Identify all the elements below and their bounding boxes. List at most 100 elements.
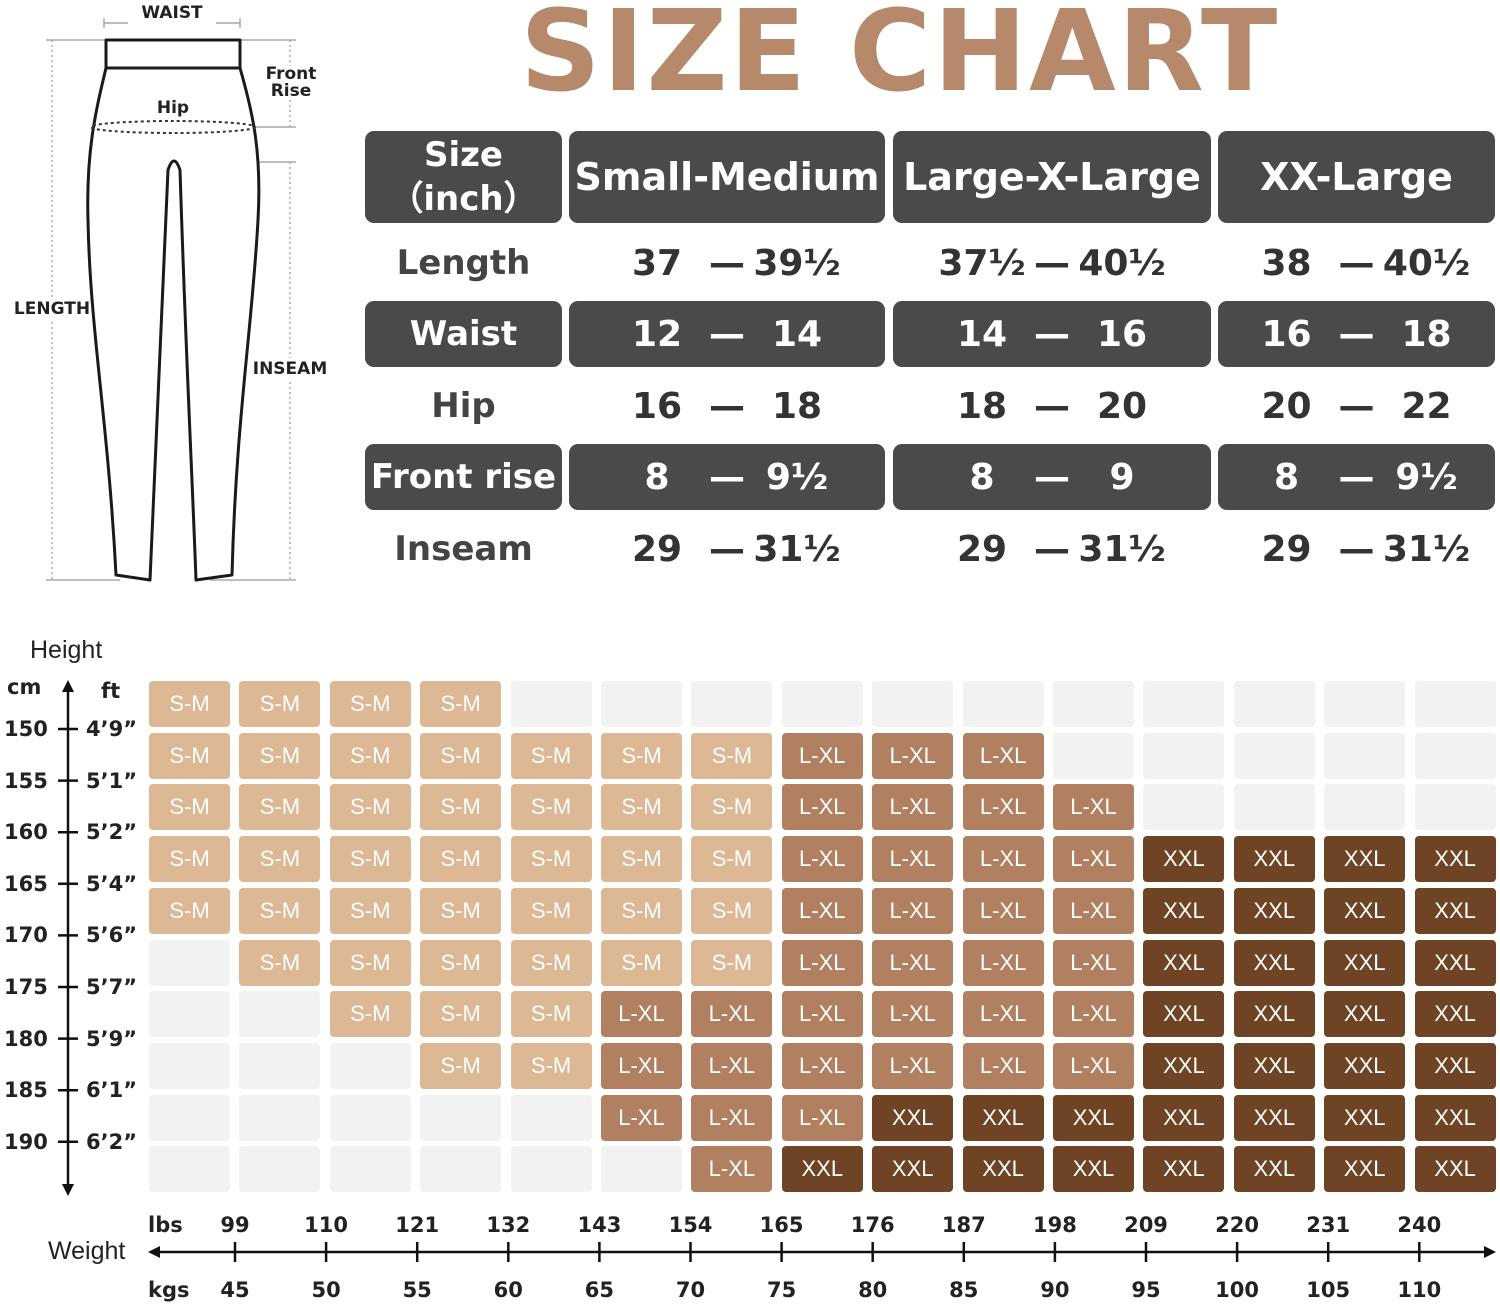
height-cm-label: 160 [4, 820, 48, 845]
weight-kgs-label: 110 [1397, 1278, 1442, 1302]
size-cell-lxl: L-XL [1053, 887, 1134, 934]
size-cell-sm: S-M [510, 991, 592, 1038]
size-cell-xxl: XXL [1143, 1042, 1225, 1089]
weight-kgs-label: 70 [675, 1278, 706, 1302]
size-cell-lxl: L-XL [962, 991, 1044, 1038]
table-cell: 18 — 20 [893, 373, 1211, 439]
empty-cell [149, 991, 230, 1038]
height-ft-label: 6’2” [86, 1129, 138, 1154]
size-cell-sm: S-M [420, 836, 502, 883]
weight-kgs-label: 65 [584, 1278, 614, 1302]
size-cell-xxl: XXL [1233, 1094, 1315, 1141]
weight-kgs-label: 90 [1040, 1278, 1070, 1302]
range-min: 20 [1261, 385, 1312, 427]
range-max: 20 [1096, 385, 1148, 427]
size-cell-lxl: L-XL [962, 784, 1044, 831]
size-cell-sm: S-M [329, 784, 411, 831]
height-ft-label: 5’1” [86, 768, 138, 793]
table-cell: 38 —40½ [1218, 230, 1495, 296]
range-max: 9½ [765, 456, 829, 498]
size-cell-sm: S-M [510, 784, 592, 831]
weight-lbs-label: 121 [395, 1213, 440, 1237]
range-dash: — [1338, 242, 1375, 284]
size-cell-lxl: L-XL [781, 732, 863, 779]
weight-lbs-label: 187 [941, 1213, 986, 1237]
range-dash: — [709, 528, 745, 570]
size-cell-lxl: L-XL [601, 1042, 682, 1089]
row-label-inseam: Inseam [394, 529, 533, 569]
size-cell-sm: S-M [239, 732, 321, 779]
empty-cell [420, 1146, 502, 1193]
range-max: 39½ [753, 242, 841, 284]
size-cell-xxl: XXL [962, 1146, 1044, 1193]
size-cell-xxl: XXL [1233, 887, 1315, 934]
empty-cell [149, 1146, 230, 1193]
size-cell-sm: S-M [691, 732, 773, 779]
weight-lbs-label: 110 [304, 1213, 349, 1237]
size-cell-lxl: L-XL [872, 939, 954, 986]
empty-cell [1414, 732, 1496, 779]
size-cell-sm: S-M [510, 836, 592, 883]
empty-cell [239, 1042, 321, 1089]
size-cell-xxl: XXL [1143, 991, 1225, 1038]
size-cell-lxl: L-XL [872, 836, 954, 883]
size-cell-lxl: L-XL [1053, 1042, 1134, 1089]
inseam-label: INSEAM [252, 359, 328, 379]
weight-axis-arrow-left [148, 1246, 160, 1258]
range-dash: — [1338, 528, 1375, 570]
size-cell-lxl: L-XL [1053, 836, 1134, 883]
empty-cell [510, 1094, 592, 1141]
table-cell: 12 — 14 [569, 301, 885, 367]
height-cm-label: 175 [4, 975, 48, 999]
size-cell-xxl: XXL [872, 1146, 954, 1193]
size-cell-sm: S-M [329, 732, 411, 779]
size-cell-xxl: XXL [1414, 1146, 1496, 1193]
empty-cell [691, 681, 773, 727]
size-cell-xxl: XXL [1143, 887, 1225, 934]
table-cell: 8 — 9½ [569, 444, 885, 510]
size-cell-xxl: XXL [1324, 939, 1406, 986]
size-cell-sm: S-M [149, 887, 230, 934]
table-cell: 29 —31½ [569, 516, 885, 582]
empty-cell [1143, 784, 1225, 831]
table-corner-header: Size （inch） [365, 131, 562, 223]
size-cell-sm: S-M [601, 939, 682, 986]
range-min: 16 [1261, 313, 1312, 355]
range-max: 9½ [1395, 456, 1458, 498]
range-max: 18 [771, 385, 823, 427]
weight-lbs-label: 132 [486, 1213, 531, 1237]
hip-line [90, 120, 256, 134]
weight-kgs-label: 105 [1306, 1278, 1351, 1302]
size-cell-xxl: XXL [781, 1146, 863, 1193]
size-cell-sm: S-M [329, 836, 411, 883]
size-cell-lxl: L-XL [872, 732, 954, 779]
size-cell-sm: S-M [420, 732, 502, 779]
height-ft-label: 5’9” [86, 1026, 138, 1051]
table-cell: 16 — 18 [569, 373, 885, 439]
range-dash: — [1338, 385, 1375, 427]
empty-cell [1233, 732, 1315, 779]
weight-kgs-label: 85 [949, 1278, 979, 1302]
height-cm-label: 165 [4, 871, 48, 896]
empty-cell [239, 1094, 321, 1141]
range-min: 29 [1261, 528, 1312, 570]
height-cm-label: 150 [4, 717, 48, 741]
weight-lbs-label: 220 [1215, 1213, 1260, 1237]
size-cell-sm: S-M [149, 681, 230, 727]
height-cm-label: 185 [4, 1078, 48, 1103]
empty-cell [1143, 681, 1225, 727]
size-cell-xxl: XXL [1233, 1146, 1315, 1193]
weight-lbs-label: 99 [220, 1213, 250, 1237]
height-ft-label: 5’6” [86, 923, 138, 948]
size-cell-sm: S-M [601, 887, 682, 934]
size-cell-sm: S-M [510, 887, 592, 934]
empty-cell [1233, 681, 1315, 727]
size-cell-xxl: XXL [872, 1094, 954, 1141]
row-label-waist: Waist [365, 301, 562, 367]
size-cell-sm: S-M [420, 681, 502, 727]
size-cell-xxl: XXL [1324, 1146, 1406, 1193]
lbs-label: lbs [148, 1213, 183, 1237]
empty-cell [1233, 784, 1315, 831]
size-cell-lxl: L-XL [872, 991, 954, 1038]
range-dash: — [709, 385, 745, 427]
